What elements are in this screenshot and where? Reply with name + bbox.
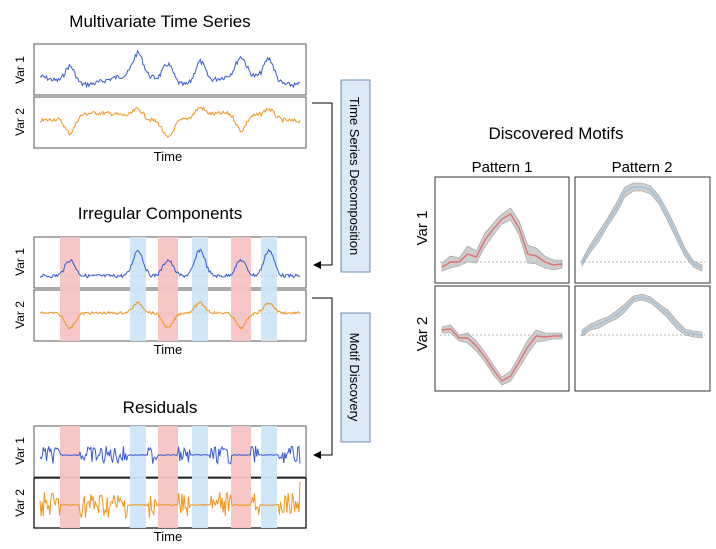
pattern2-highlight-band	[130, 237, 146, 341]
pattern1-highlight-band	[231, 237, 251, 341]
motifs-var1-label: Var 1	[414, 211, 431, 246]
irregular-var1-label: Var 1	[13, 248, 27, 276]
irregular-var2-series	[39, 301, 301, 330]
multivariate-var1-frame	[33, 43, 307, 96]
irregular-motif-bands	[60, 237, 277, 341]
irregular-var1-series	[39, 248, 301, 279]
pattern2-highlight-band	[192, 237, 208, 341]
pattern1-label: Pattern 1	[472, 159, 533, 176]
residuals-var2-series	[39, 481, 301, 520]
irregular-xlabel: Time	[154, 342, 182, 357]
multivariate-var2-series	[39, 106, 301, 139]
motif-discovery-arrow	[312, 297, 333, 459]
pattern1-highlight-band	[60, 426, 80, 528]
multivariate-var2-label: Var 2	[13, 108, 27, 136]
residuals-xlabel: Time	[154, 529, 182, 544]
motifs-title: Discovered Motifs	[488, 124, 623, 143]
motif-cell-p1-var2	[434, 285, 570, 392]
motif-cell-frame	[574, 285, 711, 392]
decomposition-step: Time Series Decomposition	[312, 79, 371, 273]
motif-discovery-step: Motif Discovery	[312, 297, 371, 459]
irregular-var2-label: Var 2	[13, 301, 27, 329]
decomposition-box	[340, 79, 371, 273]
multivariate-var1-series	[39, 49, 301, 89]
irregular-title: Irregular Components	[78, 204, 242, 223]
decomposition-label: Time Series Decomposition	[347, 97, 362, 255]
motifs-var2-label: Var 2	[414, 317, 431, 352]
motif-discovery-label: Motif Discovery	[347, 333, 362, 422]
motif-cell-frame	[574, 176, 711, 284]
multivariate-xlabel: Time	[154, 149, 182, 164]
motif-uncertainty-band	[441, 324, 563, 386]
motif-cell-p2-var1	[574, 176, 711, 284]
motif-cell-p1-var1	[434, 176, 570, 284]
multivariate-title: Multivariate Time Series	[69, 12, 250, 31]
pattern2-label: Pattern 2	[612, 159, 673, 176]
pattern1-highlight-band	[158, 426, 178, 528]
motif-mean-line	[441, 213, 563, 268]
residuals-title: Residuals	[123, 398, 198, 417]
pattern1-highlight-band	[231, 426, 251, 528]
motif-discovery-box	[340, 312, 371, 443]
residuals-panel: Var 1 Var 2 Time	[13, 425, 307, 544]
multivariate-panel: Var 1 Var 2 Time	[13, 43, 307, 164]
pattern2-highlight-band	[261, 237, 277, 341]
motif-mean-line	[441, 328, 562, 382]
multivariate-var2-frame	[33, 96, 307, 149]
motif-uncertainty-band	[581, 182, 703, 272]
motif-mean-line	[581, 296, 703, 336]
motif-mean-line	[581, 186, 703, 269]
irregular-panel: Var 1 Var 2 Time	[13, 236, 307, 357]
pattern2-highlight-band	[192, 426, 208, 528]
residuals-var1-label: Var 1	[13, 437, 27, 465]
pattern1-highlight-band	[60, 237, 80, 341]
residuals-motif-bands	[60, 426, 277, 528]
decomposition-arrow	[312, 102, 333, 269]
multivariate-var1-label: Var 1	[13, 56, 27, 84]
pattern1-highlight-band	[158, 237, 178, 341]
pattern2-highlight-band	[261, 426, 277, 528]
motif-cell-p2-var2	[574, 285, 711, 392]
pattern2-highlight-band	[130, 426, 146, 528]
residuals-var1-series	[39, 445, 301, 465]
residuals-var2-label: Var 2	[13, 489, 27, 517]
